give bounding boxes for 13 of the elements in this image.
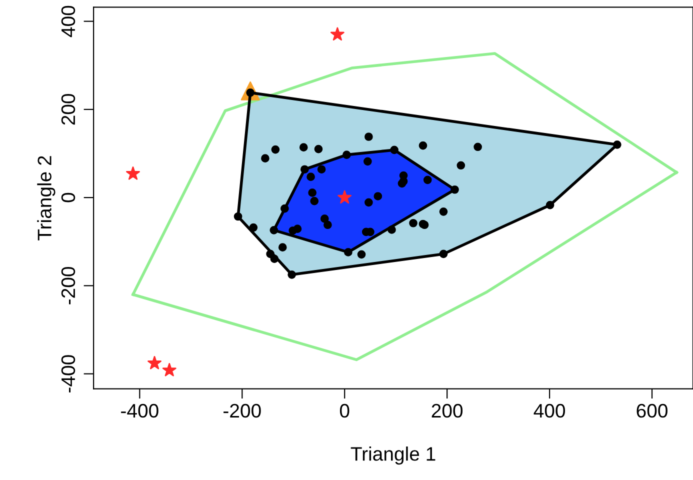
y-axis-title: Triangle 2 <box>37 156 56 240</box>
x-tick-label: 200 <box>432 404 463 418</box>
x-axis-title: Triangle 1 <box>350 446 436 465</box>
y-tick-label: 0 <box>61 192 76 202</box>
x-tick-label: 0 <box>340 404 350 418</box>
x-tick-label: -200 <box>224 404 261 418</box>
x-tick-label: 400 <box>534 404 566 418</box>
x-tick-label: 600 <box>636 404 668 418</box>
y-tick-label: -400 <box>61 355 76 392</box>
x-tick-label: -400 <box>121 404 158 418</box>
y-tick-label: -200 <box>61 266 76 304</box>
y-tick-label: 200 <box>61 94 76 125</box>
y-tick-label: 400 <box>61 6 76 38</box>
